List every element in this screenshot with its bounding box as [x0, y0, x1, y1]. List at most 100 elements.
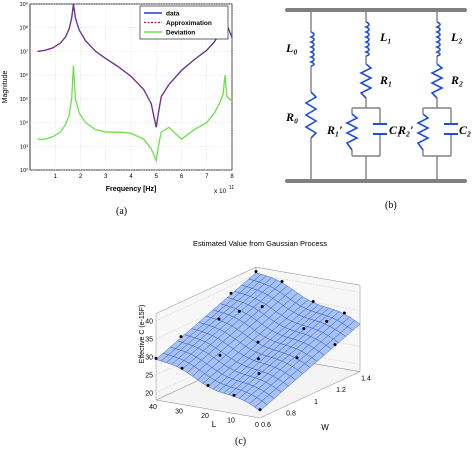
w-tick-label: 1.4: [361, 376, 371, 383]
panel-a-plot: 10² 10³ 10⁴ 10⁵ 10⁶ 10⁷ 10⁸ 10⁹ 1 2 3 4 5 6 7 8 Magnitu…: [2, 1, 234, 195]
resistor-r2-prime: [416, 113, 430, 151]
resistor-r1: [359, 63, 373, 99]
x-exponent-a: x 10: [214, 188, 227, 195]
label-l2: L₂: [450, 30, 463, 44]
sample-point: [280, 280, 284, 284]
grid-line-z: [155, 346, 361, 394]
x-tick-label: 4: [129, 174, 133, 180]
sample-point: [342, 311, 346, 315]
y-tick-label: 10⁸: [20, 25, 28, 32]
y-tick-label: 10⁶: [20, 72, 28, 79]
series-line-approximation: [37, 3, 233, 128]
sample-point: [260, 304, 264, 308]
inductor-l0: [308, 31, 315, 67]
grid-line-z: [155, 292, 361, 340]
circuit-diagram: L₀ R₀ L₁ R₁ R₁′ C₁: [285, 8, 471, 183]
x-tick-label: 6: [180, 174, 184, 180]
label-r2: R₂: [450, 73, 463, 87]
z-tick-label: 25: [145, 372, 153, 379]
branch-1: [351, 10, 381, 181]
caption-b: (b): [385, 200, 397, 211]
sample-point: [206, 384, 210, 388]
legend-label-data: data: [166, 11, 180, 18]
resistor-r1-prime: [345, 113, 359, 151]
sample-point: [256, 340, 260, 344]
sample-point: [218, 353, 222, 357]
x-tick-label: 7: [205, 174, 209, 180]
z-tick-label: 20: [145, 390, 153, 397]
y-axis-label-w: W: [321, 423, 329, 432]
legend-a: data Approximation Deviation: [139, 5, 229, 40]
label-l0: L₀: [285, 41, 298, 55]
label-r2-prime: R₂′: [397, 123, 414, 137]
sample-point: [179, 335, 183, 339]
sample-point: [333, 343, 337, 347]
sample-point: [295, 356, 299, 360]
sample-point: [232, 393, 236, 397]
sample-point: [257, 372, 261, 376]
legend-label-deviation: Deviation: [166, 30, 195, 37]
sample-point: [180, 366, 184, 370]
surface-plot: Estimated Value from Gaussian Process 20…: [139, 239, 371, 432]
w-tick-label: 1: [314, 399, 318, 406]
sample-point: [302, 327, 306, 331]
legend-label-approximation: Approximation: [166, 20, 212, 27]
w-tick-label: 0.6: [261, 422, 271, 429]
y-tick-label: 10³: [20, 144, 28, 150]
label-c1: C₁: [389, 123, 401, 137]
y-axis-label-a: Magnitude: [2, 71, 9, 104]
l-tick-label: 20: [201, 413, 209, 420]
y-tick-label: 10⁴: [20, 120, 29, 127]
x-exponent-power-a: 11: [229, 185, 234, 191]
surface-patch: [347, 320, 361, 331]
y-tick-label: 10⁵: [20, 96, 28, 103]
sample-point: [311, 299, 315, 303]
inductor-l2: [434, 21, 441, 57]
label-r1-prime: R₁′: [326, 123, 343, 137]
x-axis-label-l: L: [212, 420, 217, 429]
inductor-l1: [363, 21, 370, 57]
x-tick-label: 3: [104, 174, 108, 180]
sample-point: [154, 356, 158, 360]
sample-point: [257, 357, 260, 361]
x-tick-label: 5: [155, 174, 159, 180]
caption-c: (c): [235, 436, 247, 447]
l-tick-label: 30: [175, 409, 183, 416]
sample-point: [229, 291, 233, 295]
sample-point: [237, 309, 241, 313]
l-tick-label: 40: [149, 404, 157, 411]
x-axis-label-a: Frequency [Hz]: [106, 186, 157, 193]
y-tick-label: 10²: [20, 168, 28, 174]
capacitor-c2: [444, 123, 458, 135]
panel-c: Estimated Value from Gaussian Process 20…: [110, 228, 410, 450]
sample-point: [325, 319, 329, 323]
sample-point: [217, 317, 221, 321]
surface-title: Estimated Value from Gaussian Process: [193, 239, 327, 248]
panel-b: L₀ R₀ L₁ R₁ R₁′ C₁: [275, 0, 474, 225]
series-line-deviation: [37, 65, 233, 163]
label-r0: R₀: [285, 110, 298, 124]
z-tick-label: 40: [145, 318, 153, 325]
y-tick-label: 10⁷: [20, 48, 28, 55]
grid-line-z: [155, 274, 361, 322]
capacitor-c1: [373, 123, 387, 135]
x-tick-label: 8: [230, 174, 234, 180]
label-l1: L₁: [379, 30, 392, 44]
branch-2: [422, 10, 452, 181]
sample-point: [258, 408, 262, 412]
resistor-r2: [430, 63, 444, 99]
z-axis-label: Effective C (e-15F): [139, 305, 146, 364]
y-tick-label: 10⁹: [20, 1, 28, 8]
label-c2: C₂: [459, 123, 471, 137]
x-tick-label: 1: [54, 174, 58, 180]
label-r1: R₁: [379, 73, 392, 87]
sample-point: [254, 270, 258, 274]
z-tick-label: 30: [145, 354, 153, 361]
caption-a: (a): [116, 206, 128, 217]
l-tick-label: 0: [255, 422, 259, 429]
x-tick-label: 2: [79, 174, 83, 180]
w-tick-label: 0.8: [286, 410, 296, 417]
l-tick-label: 10: [227, 418, 235, 425]
z-tick-label: 35: [145, 336, 153, 343]
panel-a: 10² 10³ 10⁴ 10⁵ 10⁶ 10⁷ 10⁸ 10⁹ 1 2 3 4 5 6 7 8 Magnitu…: [0, 0, 240, 225]
